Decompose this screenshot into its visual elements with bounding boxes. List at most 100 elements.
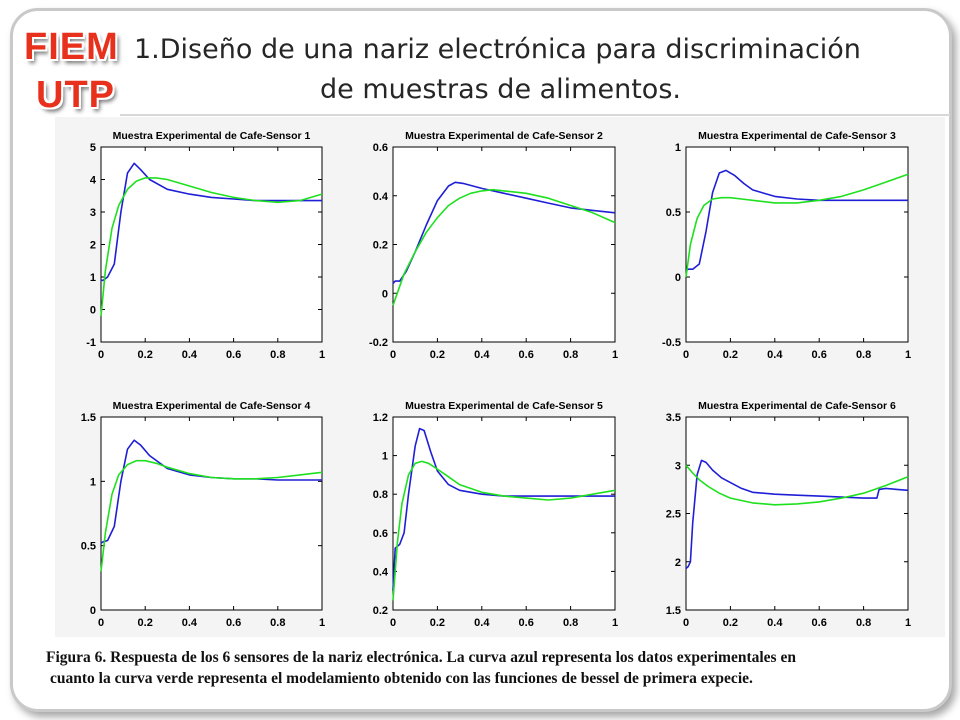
series-blue <box>685 169 908 272</box>
y-tick-label: 0 <box>90 605 96 617</box>
y-tick-label: 5 <box>90 142 96 154</box>
x-tick-label: 0.4 <box>767 617 783 629</box>
series-green <box>392 460 616 601</box>
y-tick-label: -0.2 <box>369 337 388 349</box>
chart-title: Muestra Experimental de Cafe-Sensor 6 <box>698 400 896 412</box>
fiem-utp-logo: FIEM UTP <box>24 22 124 122</box>
x-tick-label: 1 <box>612 349 618 361</box>
y-tick-label: 0.6 <box>373 142 388 154</box>
x-tick-label: 1 <box>905 617 911 629</box>
chart-title: Muestra Experimental de Cafe-Sensor 4 <box>113 400 311 412</box>
x-tick-label: 0.2 <box>723 617 738 629</box>
series-green <box>685 173 909 278</box>
series-green <box>100 459 323 572</box>
header-divider <box>120 114 950 116</box>
x-tick-label: 0.6 <box>812 617 827 629</box>
y-tick-label: 0 <box>382 288 388 300</box>
series-blue <box>100 439 322 544</box>
x-tick-label: 1 <box>319 617 325 629</box>
x-tick-label: 1 <box>905 349 911 361</box>
y-tick-label: 2 <box>675 557 681 569</box>
x-tick-label: 0.6 <box>519 349 534 361</box>
y-tick-label: 1.5 <box>666 605 681 617</box>
y-tick-label: -0.5 <box>662 337 681 349</box>
plot-area <box>100 146 323 343</box>
y-tick-label: 1 <box>675 142 681 154</box>
x-tick-label: 0.8 <box>856 617 871 629</box>
y-tick-label: 0.2 <box>373 605 388 617</box>
chart-sensor-3: Muestra Experimental de Cafe-Sensor 3 0 0.… <box>662 130 911 361</box>
x-tick-label: 0.4 <box>474 349 490 361</box>
x-tick-label: 1 <box>612 617 618 629</box>
y-tick-label: 0.5 <box>81 541 96 553</box>
x-tick-label: 0.4 <box>474 617 490 629</box>
y-tick-label: 0.4 <box>373 191 389 203</box>
plot-area <box>685 146 909 343</box>
y-tick-label: -1 <box>86 337 96 349</box>
caption-line-2: cuanto la curva verde representa el mode… <box>50 670 753 687</box>
chart-sensor-5: Muestra Experimental de Cafe-Sensor 50 0.… <box>373 400 618 629</box>
y-tick-label: 0.4 <box>373 566 389 578</box>
y-tick-label: 3.5 <box>666 412 681 424</box>
x-tick-label: 0 <box>390 349 396 361</box>
slide-title-line-2: de muestras de alimentos. <box>320 74 681 105</box>
chart-sensor-6: Muestra Experimental de Cafe-Sensor 6 0 0.… <box>666 400 911 629</box>
x-tick-label: 0.6 <box>226 617 241 629</box>
chart-title: Muestra Experimental de Cafe-Sensor 1 <box>113 130 311 142</box>
x-tick-label: 0.4 <box>767 349 783 361</box>
x-tick-label: 0.6 <box>812 349 827 361</box>
x-tick-label: 0.6 <box>226 349 241 361</box>
plot-area <box>392 146 616 343</box>
figure-caption: Figura 6. Respuesta de los 6 sensores de… <box>46 647 946 689</box>
x-tick-label: 0.8 <box>856 349 871 361</box>
x-tick-label: 0.2 <box>430 617 445 629</box>
y-tick-label: 4 <box>90 175 97 187</box>
slide-title-line-1: 1.Diseño de una nariz electrónica para d… <box>134 34 861 65</box>
y-tick-label: 0.2 <box>373 240 388 252</box>
logo-line-2: UTP <box>36 74 115 116</box>
x-tick-label: 0.8 <box>563 349 578 361</box>
chart-sensor-2: Muestra Experimental de Cafe-Sensor 2 0 0.… <box>369 130 618 361</box>
series-blue <box>685 459 909 570</box>
y-tick-label: 1.5 <box>81 412 96 424</box>
series-green <box>392 188 616 306</box>
y-tick-label: 1 <box>90 272 96 284</box>
y-tick-label: 0 <box>90 305 96 317</box>
x-tick-label: 0 <box>683 349 689 361</box>
chart-title: Muestra Experimental de Cafe-Sensor 5 <box>405 400 603 412</box>
x-tick-label: 1 <box>319 349 325 361</box>
plot-area <box>685 416 909 611</box>
y-tick-label: 1.2 <box>373 412 388 424</box>
x-tick-label: 0.8 <box>563 617 578 629</box>
y-tick-label: 3 <box>90 207 96 219</box>
y-tick-label: 0 <box>675 272 681 284</box>
chart-title: Muestra Experimental de Cafe-Sensor 2 <box>405 130 603 142</box>
x-tick-label: 0 <box>683 617 689 629</box>
y-tick-label: 0.5 <box>666 207 681 219</box>
y-tick-label: 0.8 <box>373 489 388 501</box>
y-tick-label: 1 <box>90 476 96 488</box>
plot-area <box>392 416 616 611</box>
y-tick-label: 0.6 <box>373 528 388 540</box>
y-tick-label: 2 <box>90 240 96 252</box>
chart-sensor-4: Muestra Experimental de Cafe-Sensor 4 0 0.… <box>81 400 325 629</box>
series-green <box>685 464 909 506</box>
chart-sensor-1: Muestra Experimental de Cafe-Sensor 1 0 0.… <box>86 130 325 361</box>
x-tick-label: 0.8 <box>270 617 285 629</box>
x-tick-label: 0.8 <box>270 349 285 361</box>
logo-line-1: FIEM <box>24 26 119 68</box>
y-tick-label: 1 <box>382 451 388 463</box>
x-tick-label: 0.4 <box>182 349 198 361</box>
x-tick-label: 0 <box>98 617 104 629</box>
x-tick-label: 0.2 <box>138 349 153 361</box>
chart-title: Muestra Experimental de Cafe-Sensor 3 <box>698 130 896 142</box>
caption-line-1: Figura 6. Respuesta de los 6 sensores de… <box>46 649 796 666</box>
x-tick-label: 0.2 <box>138 617 153 629</box>
x-tick-label: 0.2 <box>430 349 445 361</box>
x-tick-label: 0.6 <box>519 617 534 629</box>
x-tick-label: 0 <box>98 349 104 361</box>
x-tick-label: 0.4 <box>182 617 198 629</box>
y-tick-label: 2.5 <box>666 509 681 521</box>
x-tick-label: 0.2 <box>723 349 738 361</box>
